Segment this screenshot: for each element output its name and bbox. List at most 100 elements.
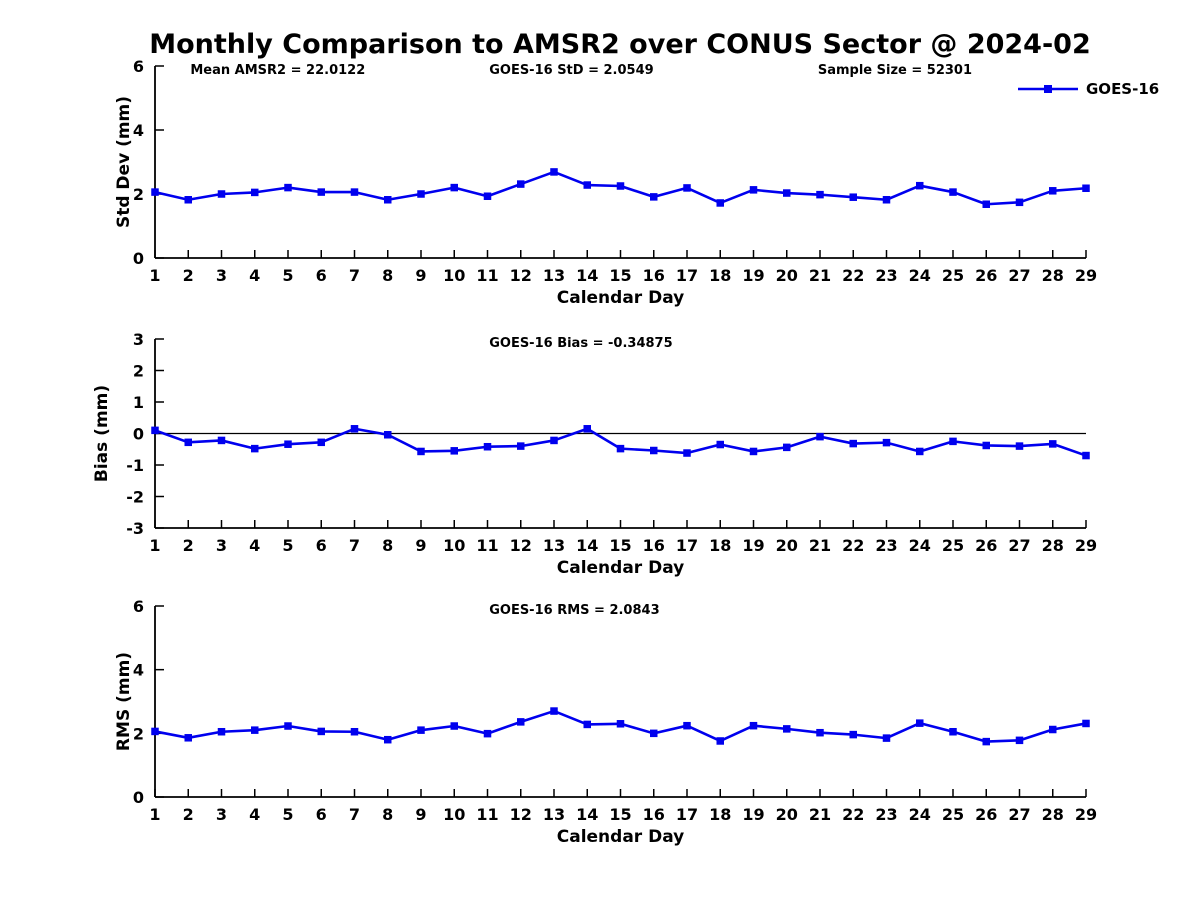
series-marker xyxy=(317,727,325,736)
series-marker xyxy=(1049,440,1057,448)
series-marker xyxy=(517,442,525,450)
series-marker xyxy=(284,440,292,448)
y-tick-label: -3 xyxy=(126,519,144,538)
series-marker xyxy=(483,729,492,738)
series-marker xyxy=(550,707,558,715)
x-axis-label: Calendar Day xyxy=(557,827,685,847)
x-tick-label: 27 xyxy=(1008,266,1030,285)
series-marker xyxy=(384,196,392,204)
series-marker xyxy=(217,436,226,445)
x-tick-label: 11 xyxy=(476,266,498,285)
series-marker xyxy=(483,442,492,451)
series-marker xyxy=(1082,184,1090,192)
series-marker xyxy=(184,438,192,447)
x-tick-label: 21 xyxy=(809,266,831,285)
x-tick-label: 24 xyxy=(909,536,931,555)
series-marker xyxy=(184,734,192,742)
x-tick-label: 18 xyxy=(709,805,731,824)
series-marker xyxy=(916,447,924,456)
x-tick-label: 20 xyxy=(776,536,798,555)
x-tick-label: 23 xyxy=(875,536,897,555)
series-marker xyxy=(982,200,990,208)
stat-annotation: GOES-16 Bias = -0.34875 xyxy=(489,336,672,351)
series-marker xyxy=(284,183,292,192)
y-tick-label: 2 xyxy=(133,362,144,381)
x-tick-label: 23 xyxy=(875,805,897,824)
x-tick-label: 22 xyxy=(842,536,864,555)
y-tick-label: 4 xyxy=(133,661,144,680)
series-marker xyxy=(583,181,591,189)
y-tick-label: 3 xyxy=(133,330,144,349)
x-tick-label: 3 xyxy=(216,805,227,824)
y-tick-label: 0 xyxy=(133,788,144,807)
series-marker xyxy=(350,188,359,196)
x-tick-label: 17 xyxy=(676,805,698,824)
series-marker xyxy=(1082,719,1090,728)
x-tick-label: 18 xyxy=(709,266,731,285)
x-tick-label: 3 xyxy=(216,266,227,285)
x-tick-label: 5 xyxy=(282,805,293,824)
series-marker xyxy=(650,446,658,455)
series-marker xyxy=(650,193,658,201)
x-tick-label: 9 xyxy=(415,805,426,824)
x-tick-label: 20 xyxy=(776,266,798,285)
series-marker xyxy=(151,188,159,196)
x-tick-label: 17 xyxy=(676,536,698,555)
series-marker xyxy=(683,184,691,192)
x-tick-label: 24 xyxy=(909,266,931,285)
series-marker xyxy=(616,182,625,190)
series-marker xyxy=(251,726,259,734)
x-tick-label: 2 xyxy=(183,536,194,555)
series-marker xyxy=(317,188,325,196)
x-tick-label: 1 xyxy=(149,805,160,824)
x-tick-label: 4 xyxy=(249,266,260,285)
series-marker xyxy=(517,180,525,188)
series-marker xyxy=(616,444,625,453)
x-tick-label: 19 xyxy=(742,266,764,285)
series-marker xyxy=(217,190,226,198)
series-marker xyxy=(317,438,325,447)
x-tick-label: 23 xyxy=(875,266,897,285)
x-tick-label: 17 xyxy=(676,266,698,285)
x-tick-label: 10 xyxy=(443,266,465,285)
stat-annotation: Mean AMSR2 = 22.0122 xyxy=(190,63,365,78)
x-tick-label: 13 xyxy=(543,805,565,824)
series-marker xyxy=(783,725,791,733)
x-tick-label: 8 xyxy=(382,266,393,285)
series-marker xyxy=(550,168,558,176)
series-marker xyxy=(1082,451,1090,460)
series-marker xyxy=(417,447,425,456)
x-tick-label: 8 xyxy=(382,536,393,555)
x-tick-label: 12 xyxy=(510,536,532,555)
series-marker xyxy=(882,438,891,447)
y-axis-label: Bias (mm) xyxy=(92,385,112,482)
series-marker xyxy=(816,432,824,441)
y-tick-label: 1 xyxy=(133,393,144,412)
x-tick-label: 16 xyxy=(643,266,665,285)
series-marker xyxy=(683,721,691,730)
series-marker xyxy=(151,426,159,435)
series-marker xyxy=(916,719,924,727)
series-marker xyxy=(417,190,425,198)
x-tick-label: 21 xyxy=(809,805,831,824)
x-tick-label: 12 xyxy=(510,266,532,285)
series-marker xyxy=(749,447,758,456)
x-tick-label: 28 xyxy=(1042,805,1064,824)
series-marker xyxy=(251,188,259,197)
series-marker xyxy=(949,188,957,196)
x-tick-label: 7 xyxy=(349,536,360,555)
x-tick-label: 22 xyxy=(842,266,864,285)
series-marker xyxy=(550,436,558,445)
x-tick-label: 4 xyxy=(249,805,260,824)
x-tick-label: 4 xyxy=(249,536,260,555)
x-tick-label: 27 xyxy=(1008,536,1030,555)
y-tick-label: 2 xyxy=(133,724,144,743)
x-tick-label: 29 xyxy=(1075,536,1097,555)
figure-title: Monthly Comparison to AMSR2 over CONUS S… xyxy=(149,29,1091,60)
x-tick-label: 28 xyxy=(1042,266,1064,285)
x-tick-label: 1 xyxy=(149,266,160,285)
x-tick-label: 29 xyxy=(1075,805,1097,824)
x-tick-label: 19 xyxy=(742,805,764,824)
